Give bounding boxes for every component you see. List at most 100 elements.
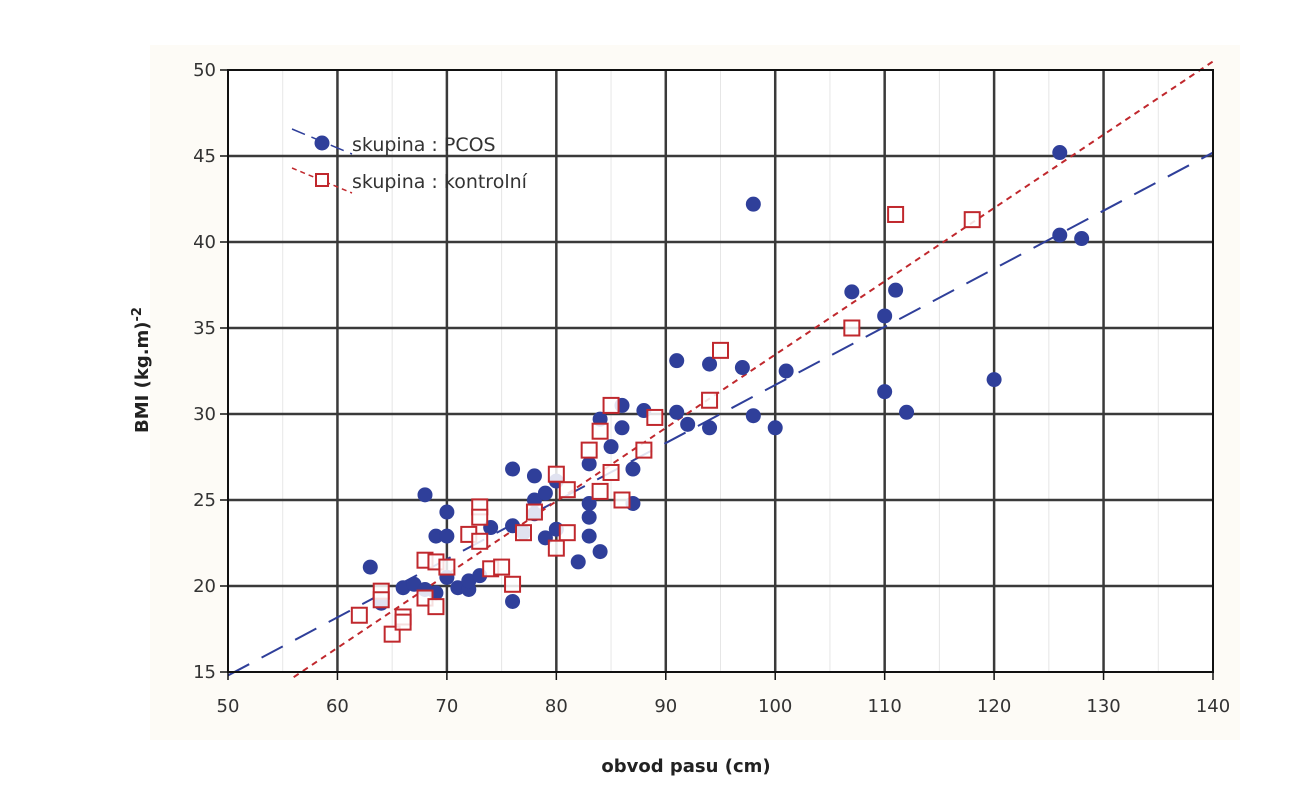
- data-point-kontrolni: [602, 463, 620, 481]
- fit-line-kontrolni: [293, 60, 1214, 678]
- x-tick-label: 130: [1086, 696, 1120, 717]
- data-point-pcos: [526, 468, 542, 484]
- data-point-kontrolni: [515, 524, 532, 542]
- y-tick-label: 15: [193, 662, 216, 683]
- data-point-kontrolni: [493, 558, 511, 576]
- y-tick-label: 50: [193, 60, 216, 81]
- data-point-pcos: [505, 461, 521, 477]
- y-tick-label: 25: [193, 490, 216, 511]
- data-point-pcos: [581, 456, 597, 472]
- data-point-kontrolni: [963, 211, 981, 229]
- y-axis-label: BMI (kg.m)-2: [130, 307, 153, 433]
- data-point-kontrolni: [591, 482, 609, 500]
- data-point-pcos: [428, 528, 444, 544]
- data-point-pcos: [570, 554, 586, 570]
- data-point-pcos: [669, 353, 685, 369]
- x-tick-label: 50: [217, 696, 240, 717]
- legend: skupina : PCOS skupina : kontrolní: [291, 128, 528, 194]
- data-point-kontrolni: [712, 341, 729, 359]
- data-point-pcos: [745, 196, 761, 212]
- data-point-kontrolni: [558, 481, 576, 499]
- data-point-pcos: [986, 372, 1002, 388]
- x-tick-label: 140: [1196, 696, 1230, 717]
- gridlines: [228, 70, 1213, 672]
- data-point-pcos: [505, 593, 521, 609]
- data-point-pcos: [844, 284, 860, 300]
- data-point-kontrolni: [580, 441, 598, 459]
- data-point-kontrolni: [372, 591, 390, 609]
- x-tick-label: 70: [435, 696, 458, 717]
- data-point-pcos: [537, 485, 553, 501]
- data-point-pcos: [603, 439, 619, 455]
- tick-labels: 50 60 70 80 90 100 110 120 130 140 15 20 25 30 35 40 45 5…: [193, 60, 1230, 717]
- data-point-pcos: [439, 504, 455, 520]
- x-tick-label: 100: [758, 696, 792, 717]
- data-point-kontrolni: [427, 598, 445, 616]
- data-point-pcos: [669, 404, 685, 420]
- data-point-pcos: [625, 461, 641, 477]
- data-point-pcos: [581, 528, 597, 544]
- data-point-pcos: [888, 282, 904, 298]
- data-point-pcos: [778, 363, 794, 379]
- data-point-pcos: [439, 528, 455, 544]
- data-point-kontrolni: [635, 441, 653, 459]
- data-point-pcos: [745, 408, 761, 424]
- data-point-kontrolni: [525, 503, 543, 521]
- data-point-pcos: [614, 420, 630, 436]
- data-points: [350, 145, 1090, 643]
- data-point-kontrolni: [471, 532, 489, 550]
- y-tick-label: 35: [193, 318, 216, 339]
- data-point-pcos: [734, 360, 750, 376]
- data-point-kontrolni: [547, 539, 565, 557]
- legend-pcos-marker: [314, 135, 330, 151]
- fit-lines: [227, 60, 1214, 678]
- data-point-kontrolni: [394, 613, 412, 631]
- data-point-pcos: [702, 356, 718, 372]
- x-tick-label: 90: [654, 696, 677, 717]
- fit-line-pcos: [227, 151, 1214, 677]
- legend-kontrolni-marker: [315, 173, 329, 187]
- data-point-kontrolni: [547, 465, 565, 483]
- legend-pcos-label: skupina : PCOS: [352, 134, 496, 156]
- data-point-kontrolni: [438, 558, 456, 576]
- data-point-kontrolni: [350, 606, 368, 624]
- data-point-pcos: [1052, 227, 1068, 243]
- data-point-pcos: [680, 416, 696, 432]
- data-point-pcos: [1074, 231, 1090, 247]
- data-point-pcos: [362, 559, 378, 575]
- x-tick-label: 80: [545, 696, 568, 717]
- y-tick-label: 45: [193, 146, 216, 167]
- x-axis-label: obvod pasu (cm): [601, 756, 770, 777]
- data-point-pcos: [702, 420, 718, 436]
- legend-kontrolni-label: skupina : kontrolní: [352, 171, 528, 193]
- data-point-pcos: [877, 308, 893, 324]
- data-point-kontrolni: [701, 391, 719, 409]
- plot-frame: [227, 69, 1214, 673]
- legend-kontrolni-line: [291, 167, 353, 194]
- data-point-pcos: [592, 544, 608, 560]
- data-point-kontrolni: [646, 408, 664, 426]
- data-point-kontrolni: [602, 396, 620, 414]
- data-point-pcos: [767, 420, 783, 436]
- data-point-kontrolni: [558, 524, 576, 542]
- y-tick-label: 20: [193, 576, 216, 597]
- y-tick-label: 40: [193, 232, 216, 253]
- data-point-kontrolni: [843, 319, 861, 337]
- data-point-pcos: [417, 487, 433, 503]
- x-tick-label: 120: [977, 696, 1011, 717]
- x-tick-label: 110: [867, 696, 901, 717]
- data-point-kontrolni: [504, 575, 522, 593]
- data-point-pcos: [581, 509, 597, 525]
- data-point-pcos: [1052, 145, 1068, 161]
- data-point-kontrolni: [591, 422, 609, 440]
- y-axis-label-exponent: -2: [130, 307, 145, 321]
- data-point-pcos: [877, 384, 893, 400]
- data-point-pcos: [899, 404, 915, 420]
- x-tick-label: 60: [326, 696, 349, 717]
- y-axis-label-text: BMI (kg.m): [132, 321, 153, 433]
- y-tick-label: 30: [193, 404, 216, 425]
- data-point-kontrolni: [613, 491, 631, 509]
- data-point-kontrolni: [471, 508, 489, 526]
